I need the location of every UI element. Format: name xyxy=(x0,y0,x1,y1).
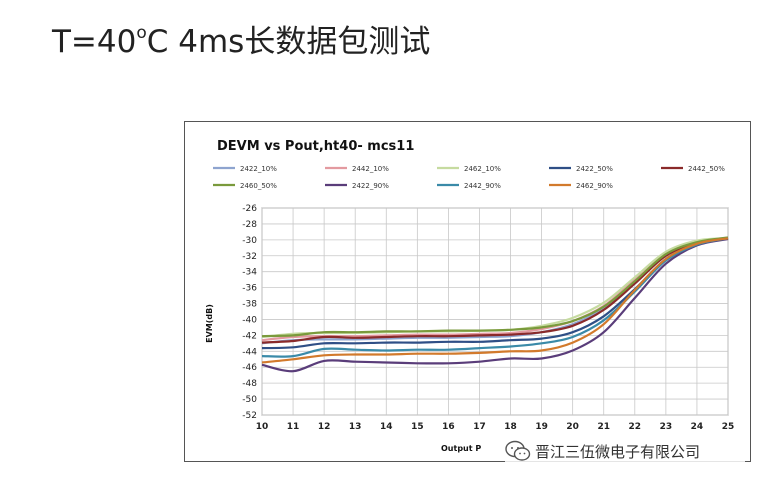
x-tick-label: 21 xyxy=(597,422,610,432)
legend-label: 2442_10% xyxy=(352,165,389,173)
chart-title: DEVM vs Pout,ht40- mcs11 xyxy=(217,139,414,154)
watermark: 晋江三伍微电子有限公司 xyxy=(505,437,745,465)
y-tick-label: -38 xyxy=(242,300,257,310)
x-tick-label: 20 xyxy=(566,422,579,432)
plot-area xyxy=(261,207,729,416)
series-line xyxy=(261,237,729,373)
x-tick-label: 23 xyxy=(660,422,673,432)
y-axis-label: EVM(dB) xyxy=(205,304,214,343)
y-tick-label: -28 xyxy=(242,220,257,230)
series-line xyxy=(261,237,729,364)
y-tick-label: -46 xyxy=(242,363,257,373)
series-line xyxy=(261,236,729,338)
wechat-icon xyxy=(505,440,531,461)
legend-label: 2462_10% xyxy=(464,165,501,173)
title-suffix: C 4ms长数据包测试 xyxy=(146,24,431,60)
series-line xyxy=(261,237,729,344)
title-degree: o xyxy=(136,23,147,43)
grid xyxy=(261,207,729,416)
x-axis-label: Output P xyxy=(441,444,481,453)
legend-label: 2422_50% xyxy=(576,165,613,173)
series-line xyxy=(261,237,729,358)
x-tick-label: 16 xyxy=(442,422,455,432)
y-tick-label: -40 xyxy=(242,315,257,325)
slide-title: T=40oC 4ms长数据包测试 xyxy=(52,16,430,61)
y-tick-label: -48 xyxy=(242,379,257,389)
x-tick-label: 12 xyxy=(318,422,331,432)
y-tick-label: -44 xyxy=(242,347,257,357)
chart-frame: DEVM vs Pout,ht40- mcs11 2422_10% 2442_10… xyxy=(184,121,751,462)
legend-label: 2442_90% xyxy=(464,182,501,190)
ticks: -26 -28 -30 -32 -34 -36 -38 -40 -42 -44 -46 -48 -50 -… xyxy=(242,204,734,432)
y-tick-label: -36 xyxy=(242,284,257,294)
x-tick-label: 15 xyxy=(411,422,424,432)
x-tick-label: 22 xyxy=(629,422,642,432)
y-tick-label: -26 xyxy=(242,204,257,214)
legend-label: 2462_90% xyxy=(576,182,613,190)
y-tick-label: -34 xyxy=(242,268,257,278)
y-tick-label: -42 xyxy=(242,331,257,341)
watermark-text: 晋江三伍微电子有限公司 xyxy=(535,442,701,461)
y-tick-label: -30 xyxy=(242,236,257,246)
x-tick-label: 19 xyxy=(535,422,548,432)
legend-label: 2422_90% xyxy=(352,182,389,190)
x-tick-label: 11 xyxy=(287,422,300,432)
x-tick-label: 10 xyxy=(256,422,269,432)
x-tick-label: 17 xyxy=(473,422,486,432)
x-tick-label: 25 xyxy=(722,422,735,432)
x-tick-label: 13 xyxy=(349,422,362,432)
y-tick-label: -50 xyxy=(242,395,257,405)
legend: 2422_10% 2442_10% 2462_10% 2422_50% 2442_50%… xyxy=(213,165,725,190)
x-tick-label: 18 xyxy=(504,422,517,432)
y-tick-label: -32 xyxy=(242,252,257,262)
evm-chart: DEVM vs Pout,ht40- mcs11 2422_10% 2442_10… xyxy=(205,139,734,453)
x-tick-label: 14 xyxy=(380,422,393,432)
y-tick-label: -52 xyxy=(242,411,257,421)
legend-label: 2442_50% xyxy=(688,165,725,173)
legend-label: 2422_10% xyxy=(240,165,277,173)
x-tick-label: 24 xyxy=(691,422,704,432)
series-group xyxy=(261,236,729,373)
legend-label: 2460_50% xyxy=(240,182,277,190)
title-prefix: T=40 xyxy=(52,24,137,60)
